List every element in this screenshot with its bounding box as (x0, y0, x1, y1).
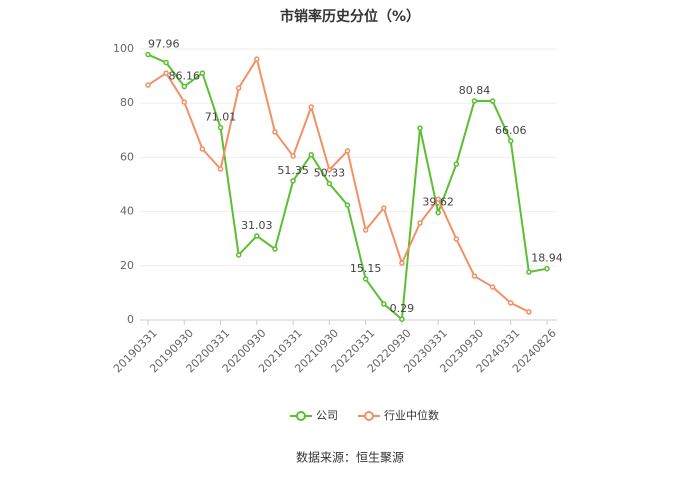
point (399, 316, 405, 322)
data-label: 71.01 (205, 111, 237, 124)
point (417, 220, 423, 226)
point (199, 146, 206, 152)
point (362, 276, 369, 282)
data-label: 80.84 (459, 84, 491, 97)
point (344, 202, 351, 208)
point (471, 98, 478, 104)
point (399, 260, 405, 266)
series-line (147, 56, 530, 313)
point (272, 246, 278, 252)
data-label: 97.96 (148, 38, 180, 51)
point (489, 284, 496, 290)
point (254, 233, 260, 239)
data-label: 39.62 (422, 196, 454, 209)
point (362, 227, 369, 233)
legend-swatch (364, 411, 374, 421)
data-label: 0.29 (390, 302, 415, 315)
point (199, 70, 206, 76)
point (254, 56, 260, 62)
point (163, 70, 169, 76)
point (435, 196, 441, 202)
data-label: 31.03 (241, 219, 273, 232)
data-label: 15.15 (350, 262, 382, 275)
point (235, 85, 242, 91)
point (308, 151, 314, 158)
source: 数据来源：恒生聚源 (296, 450, 404, 465)
point (453, 161, 460, 167)
point (344, 148, 351, 154)
y-tick-label: 80 (120, 96, 134, 109)
legend-label: 公司 (316, 409, 338, 422)
point (381, 205, 387, 211)
point (453, 236, 460, 242)
point (217, 124, 224, 131)
y-tick-label: 100 (113, 42, 134, 55)
data-label: 86.16 (169, 70, 201, 83)
point (435, 209, 441, 216)
point (326, 180, 333, 187)
point (417, 125, 423, 131)
point (489, 98, 496, 104)
chart-title: 市销率历史分位（%） (280, 8, 420, 25)
point (526, 269, 532, 275)
point (290, 153, 296, 159)
point (272, 129, 278, 135)
point (181, 83, 188, 90)
data-label: 50.33 (314, 167, 346, 180)
point (471, 273, 478, 279)
point (145, 51, 151, 58)
point (308, 104, 314, 110)
y-tick-label: 40 (120, 205, 134, 218)
point (235, 252, 242, 258)
y-tick-label: 0 (127, 313, 134, 326)
point (507, 138, 514, 144)
y-tick-label: 60 (120, 150, 134, 163)
point (326, 167, 333, 173)
point (290, 178, 296, 184)
point (507, 300, 514, 306)
point (544, 265, 550, 272)
y-tick-label: 20 (120, 259, 134, 272)
point (163, 59, 169, 66)
point (145, 82, 151, 88)
legend-label: 行业中位数 (384, 408, 439, 422)
point (381, 301, 387, 307)
data-label: 66.06 (495, 124, 527, 137)
data-label: 18.94 (531, 252, 563, 265)
point (526, 309, 532, 315)
legend-swatch (296, 411, 306, 421)
point (217, 166, 224, 172)
point (181, 99, 188, 105)
data-label: 51.35 (277, 164, 309, 177)
